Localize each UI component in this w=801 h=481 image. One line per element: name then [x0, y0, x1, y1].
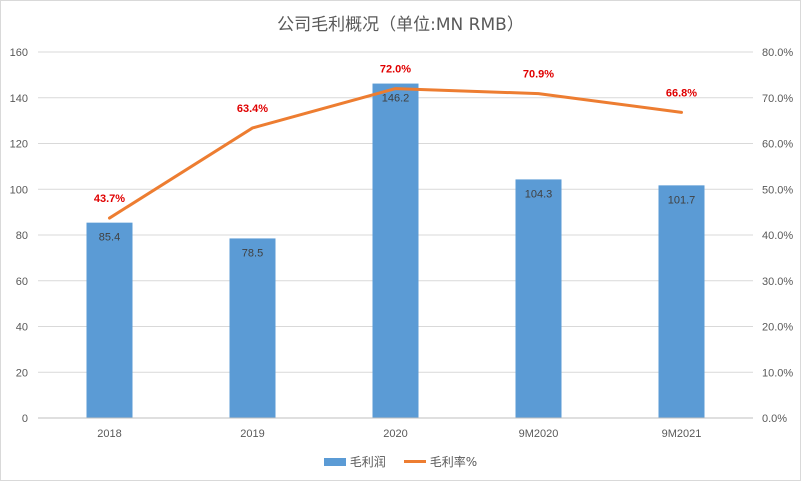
y-left-tick-label: 120: [10, 139, 28, 151]
legend: 毛利润 毛利率%: [0, 453, 801, 470]
legend-label-gross-profit: 毛利润: [349, 455, 386, 469]
y-left-tick-label: 40: [16, 322, 28, 334]
bar-data-label: 101.7: [668, 194, 696, 206]
line-series: [108, 87, 683, 220]
line-data-label: 63.4%: [237, 103, 268, 115]
chart-title: 公司毛利概况（单位:MN RMB）: [277, 15, 524, 35]
y-left-tick-label: 80: [16, 230, 28, 242]
y-right-tick-label: 20.0%: [762, 322, 793, 334]
legend-item-gross-margin: 毛利率%: [403, 453, 478, 470]
legend-item-gross-profit: 毛利润: [323, 453, 386, 470]
legend-swatch-line: [403, 460, 426, 463]
y-left-tick-label: 20: [16, 367, 28, 379]
bar-data-label: 146.2: [382, 93, 410, 105]
bar-data-label: 104.3: [525, 188, 553, 200]
bar: [229, 238, 276, 418]
x-tick-label: 9M2020: [519, 428, 559, 440]
bar: [86, 222, 133, 418]
y-left-tick-label: 140: [10, 93, 28, 105]
legend-label-gross-margin: 毛利率%: [429, 455, 478, 469]
bar: [372, 83, 419, 418]
y-right-tick-label: 80.0%: [762, 47, 793, 59]
data-labels: 85.4 78.5 146.2 104.3 101.7 43.7% 63.4% 72.0% 70…: [94, 64, 697, 260]
x-tick-label: 9M2021: [662, 428, 702, 440]
y-right-tick-label: 40.0%: [762, 230, 793, 242]
y-right-tick-label: 60.0%: [762, 139, 793, 151]
bar: [515, 179, 562, 418]
legend-swatch-bar: [323, 457, 346, 466]
y-right-tick-label: 10.0%: [762, 367, 793, 379]
line-data-label: 70.9%: [523, 69, 554, 81]
x-tick-label: 2018: [97, 428, 121, 440]
axes: 0 20 40 60 80 100 120 140 160 0.0% 10.0% 20.0% 30.0%…: [10, 47, 794, 440]
line-data-label: 43.7%: [94, 193, 125, 205]
line-data-label: 66.8%: [666, 87, 697, 99]
y-right-tick-label: 50.0%: [762, 184, 793, 196]
x-tick-label: 2019: [240, 428, 264, 440]
y-right-tick-label: 70.0%: [762, 93, 793, 105]
bar-series: [86, 83, 705, 418]
bar-data-label: 85.4: [99, 232, 120, 244]
y-left-tick-label: 0: [22, 413, 28, 425]
y-left-tick-label: 60: [16, 276, 28, 288]
y-right-tick-label: 30.0%: [762, 276, 793, 288]
y-left-tick-label: 160: [10, 47, 28, 59]
bar-data-label: 78.5: [242, 247, 263, 259]
x-tick-label: 2020: [383, 428, 407, 440]
y-right-tick-label: 0.0%: [762, 413, 787, 425]
line-data-label: 72.0%: [380, 64, 411, 76]
y-left-tick-label: 100: [10, 184, 28, 196]
bar: [658, 185, 705, 418]
